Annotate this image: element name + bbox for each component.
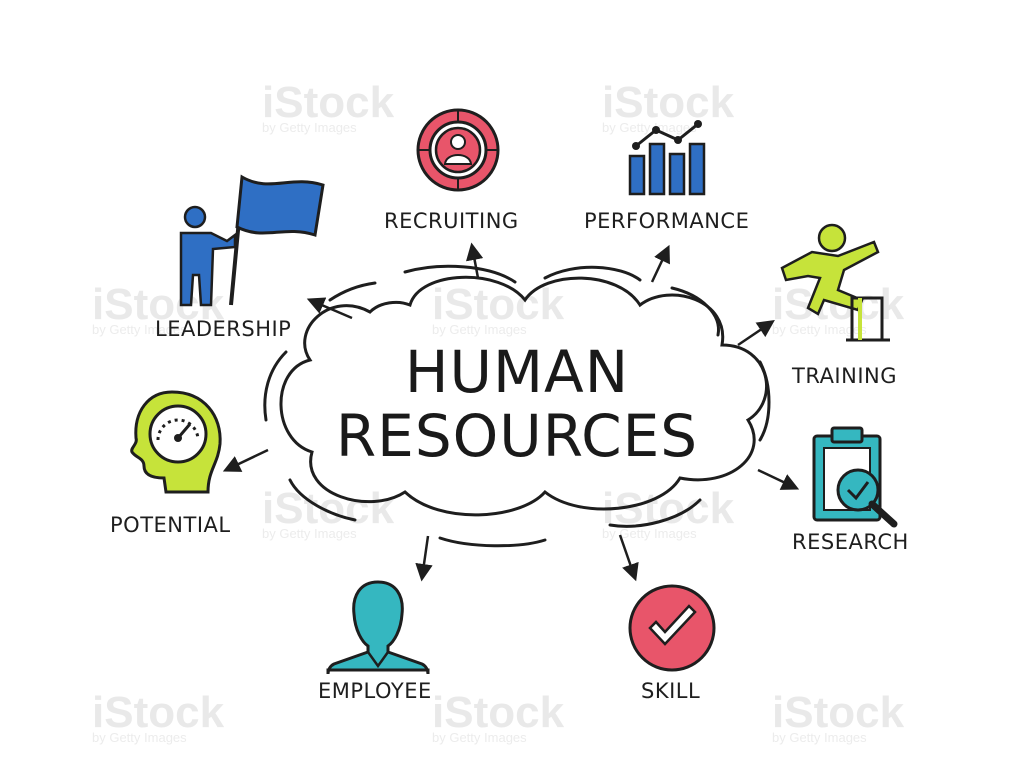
central-cloud — [263, 264, 771, 548]
connector-arrows — [222, 242, 800, 582]
clipboard-magnifier-icon — [812, 426, 898, 528]
label-leadership: LEADERSHIP — [155, 317, 292, 341]
arrow-recruiting — [465, 242, 484, 279]
check-circle-icon — [628, 584, 716, 672]
person-target-icon — [416, 108, 500, 192]
arrow-potential — [222, 448, 269, 472]
arrow-performance — [650, 244, 670, 283]
label-recruiting: RECRUITING — [384, 209, 519, 233]
flag-person-icon — [179, 174, 325, 307]
diagram-title-line1: HUMAN — [404, 338, 630, 406]
arrow-employee — [415, 535, 433, 582]
label-skill: SKILL — [641, 679, 701, 703]
person-icon — [326, 580, 430, 675]
head-gauge-icon — [130, 390, 222, 494]
label-performance: PERFORMANCE — [584, 209, 750, 233]
hurdle-jump-icon — [780, 223, 890, 342]
label-potential: POTENTIAL — [110, 513, 231, 537]
arrow-skill — [618, 534, 639, 582]
label-training: TRAINING — [792, 364, 898, 388]
label-research: RESEARCH — [792, 530, 909, 554]
bar-chart-icon — [628, 120, 706, 196]
arrow-training — [737, 320, 775, 347]
arrow-leadership — [306, 297, 353, 320]
diagram-title-line2: RESOURCES — [335, 402, 699, 470]
arrow-research — [757, 468, 800, 490]
label-employee: EMPLOYEE — [318, 679, 432, 703]
